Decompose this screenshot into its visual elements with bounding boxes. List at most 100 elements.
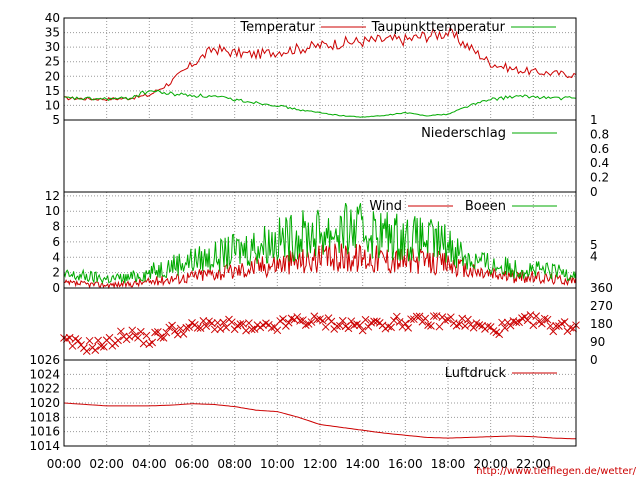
y-tick-label: 15 (45, 84, 60, 98)
x-tick-label: 18:00 (431, 457, 466, 471)
y-tick-label: 35 (45, 26, 60, 40)
y-tick-label: 1026 (29, 353, 60, 367)
y-tick-label: 0 (52, 281, 60, 295)
y-tick-label: 10 (45, 98, 60, 112)
wind-direction-marker (117, 327, 125, 336)
wind-direction-marker (151, 328, 159, 337)
wind-direction-marker (299, 316, 307, 324)
wind-direction-marker (469, 323, 478, 332)
series-luftdruck-line (63, 402, 576, 440)
y-tick-label-right: 1 (590, 113, 598, 127)
wind-direction-marker (338, 316, 347, 325)
wind-direction-marker (429, 312, 438, 321)
wind-direction-marker (114, 336, 122, 345)
wind-direction-marker (384, 322, 393, 331)
wind-direction-marker (236, 320, 245, 328)
wind-direction-marker (421, 314, 430, 323)
wind-direction-marker (370, 317, 378, 326)
wind-direction-marker (552, 322, 560, 330)
wind-direction-marker (461, 322, 469, 330)
x-tick-label: 06:00 (175, 457, 210, 471)
y-tick-label: 1024 (29, 367, 60, 381)
wind-direction-marker (196, 324, 205, 332)
x-tick-label: 22:00 (516, 457, 551, 471)
wind-direction-marker (358, 326, 367, 335)
legend-label-temperatur: Temperatur (239, 20, 315, 35)
series-temperatur-line (64, 26, 577, 102)
wind-direction-marker (82, 347, 91, 355)
x-tick-label: 14:00 (345, 457, 380, 471)
x-tick-label: 12:00 (303, 457, 338, 471)
y-tick-label: 1014 (29, 439, 60, 453)
wind-direction-marker (404, 324, 413, 332)
wind-direction-marker (293, 313, 302, 321)
legend-label-taupunkttemperatur: Taupunkttemperatur (371, 20, 506, 35)
y-tick-label: 6 (52, 235, 60, 249)
y-tick-label-right: 0.2 (590, 171, 609, 185)
wind-direction-marker (506, 321, 515, 330)
wind-direction-marker (483, 322, 492, 331)
wind-direction-marker (154, 328, 162, 336)
wind-direction-marker (284, 318, 293, 327)
wind-direction-marker (538, 319, 546, 328)
y-tick-label-right: 0.8 (590, 127, 609, 141)
y-tick-label: 40 (45, 11, 60, 25)
series-wind-line (63, 243, 577, 290)
wind-direction-marker (202, 322, 211, 330)
wind-direction-marker (193, 324, 202, 332)
y-tick-label-right: 270 (590, 299, 613, 313)
x-tick-label: 16:00 (388, 457, 423, 471)
y-tick-label: 1018 (29, 410, 60, 424)
y-tick-label: 4 (52, 250, 60, 264)
wind-direction-marker (148, 338, 157, 347)
series-boeen-line (63, 202, 577, 285)
x-tick-label: 04:00 (132, 457, 167, 471)
wind-direction-marker (216, 325, 225, 333)
series-taupunkttemperatur-line (63, 89, 577, 118)
x-tick-label: 08:00 (217, 457, 252, 471)
x-tick-label: 20:00 (473, 457, 508, 471)
wind-direction-marker (74, 336, 83, 345)
wind-direction-marker (543, 315, 552, 324)
x-tick-label: 10:00 (260, 457, 295, 471)
wind-direction-marker (171, 327, 179, 335)
wind-direction-marker (424, 321, 432, 330)
wind-direction-marker (247, 325, 256, 334)
y-tick-label-right: 0 (590, 185, 598, 199)
footer-url: http://www.tiefflegen.de/wetter/ (476, 466, 636, 477)
wind-direction-marker (273, 326, 282, 335)
wind-direction-marker (455, 320, 464, 329)
wind-direction-marker (85, 336, 94, 345)
y-tick-label: 5 (52, 113, 60, 127)
x-tick-label: 00:00 (47, 457, 82, 471)
wind-direction-marker (91, 346, 100, 354)
y-tick-label-right: 0.4 (590, 156, 609, 170)
wind-direction-marker (227, 318, 236, 327)
y-tick-label: 12 (45, 189, 60, 203)
series-layer (60, 26, 580, 440)
wind-direction-marker (415, 312, 424, 321)
wind-direction-marker (407, 315, 415, 324)
legend-label-wind: Wind (369, 199, 402, 214)
wind-direction-marker (182, 323, 191, 332)
y-tick-label-right: 180 (590, 317, 613, 331)
text-layer: 5101520253035400246810121014101610181020… (29, 11, 612, 471)
y-tick-label-right: 0.6 (590, 142, 609, 156)
wind-direction-marker (532, 312, 541, 320)
wind-direction-marker (344, 324, 353, 333)
wind-direction-marker (347, 317, 356, 326)
wind-direction-marker (498, 318, 506, 327)
wind-direction-marker (185, 323, 194, 331)
wind-direction-marker (136, 327, 145, 336)
wind-direction-marker (427, 322, 435, 330)
wind-direction-marker (387, 323, 395, 332)
wind-direction-marker (142, 331, 151, 340)
wind-direction-marker (361, 315, 370, 324)
wind-direction-marker (566, 323, 575, 332)
wind-direction-marker (159, 334, 168, 342)
y-tick-label-right: 0 (590, 353, 598, 367)
wind-direction-marker (441, 316, 450, 325)
wind-direction-marker (318, 316, 327, 325)
y-tick-label: 1022 (29, 382, 60, 396)
wind-direction-marker (168, 321, 176, 330)
